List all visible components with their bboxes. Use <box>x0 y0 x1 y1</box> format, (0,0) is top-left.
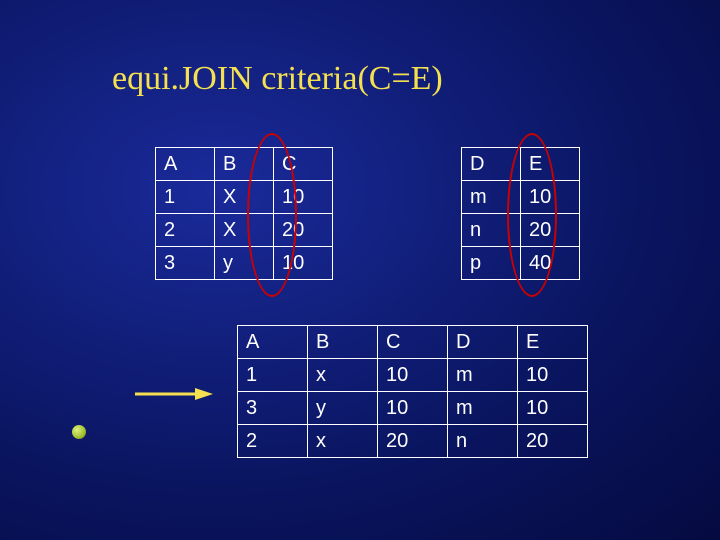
table-cell: 10 <box>378 359 448 392</box>
table-cell: n <box>448 425 518 458</box>
table-cell: 1 <box>238 359 308 392</box>
table-cell: 2 <box>156 214 215 247</box>
table-cell: 20 <box>518 425 588 458</box>
table-cell: 3 <box>238 392 308 425</box>
table-cell: 10 <box>274 181 333 214</box>
table-cell: 10 <box>274 247 333 280</box>
table-cell: 1 <box>156 181 215 214</box>
arrow-icon <box>135 384 215 404</box>
table-header: C <box>378 326 448 359</box>
slide-title: equi.JOIN criteria(C=E) <box>112 60 443 98</box>
result-table: ABCDE1x10m103y10m102x20n20 <box>237 325 588 458</box>
table-header: E <box>521 148 580 181</box>
table-cell: y <box>215 247 274 280</box>
table-cell: 20 <box>274 214 333 247</box>
table-cell: m <box>448 359 518 392</box>
table-header: B <box>308 326 378 359</box>
table-cell: m <box>462 181 521 214</box>
table-header: E <box>518 326 588 359</box>
table-cell: m <box>448 392 518 425</box>
table-header: A <box>238 326 308 359</box>
table-cell: 2 <box>238 425 308 458</box>
table-cell: x <box>308 425 378 458</box>
table-cell: p <box>462 247 521 280</box>
table-cell: 10 <box>521 181 580 214</box>
table-cell: 10 <box>378 392 448 425</box>
table-cell: X <box>215 181 274 214</box>
table-header: D <box>462 148 521 181</box>
table-header: D <box>448 326 518 359</box>
table-cell: X <box>215 214 274 247</box>
table-cell: y <box>308 392 378 425</box>
table-cell: 10 <box>518 392 588 425</box>
table-cell: 20 <box>378 425 448 458</box>
title-bullet <box>72 425 86 439</box>
table-cell: 3 <box>156 247 215 280</box>
left-table: ABC 1X10 2X20 3y10 <box>155 147 333 280</box>
table-header: A <box>156 148 215 181</box>
table-cell: 20 <box>521 214 580 247</box>
table-header: C <box>274 148 333 181</box>
table-cell: n <box>462 214 521 247</box>
table-cell: 40 <box>521 247 580 280</box>
table-header: B <box>215 148 274 181</box>
right-table: DEm10n20p40 <box>461 147 580 280</box>
table-cell: x <box>308 359 378 392</box>
table-cell: 10 <box>518 359 588 392</box>
